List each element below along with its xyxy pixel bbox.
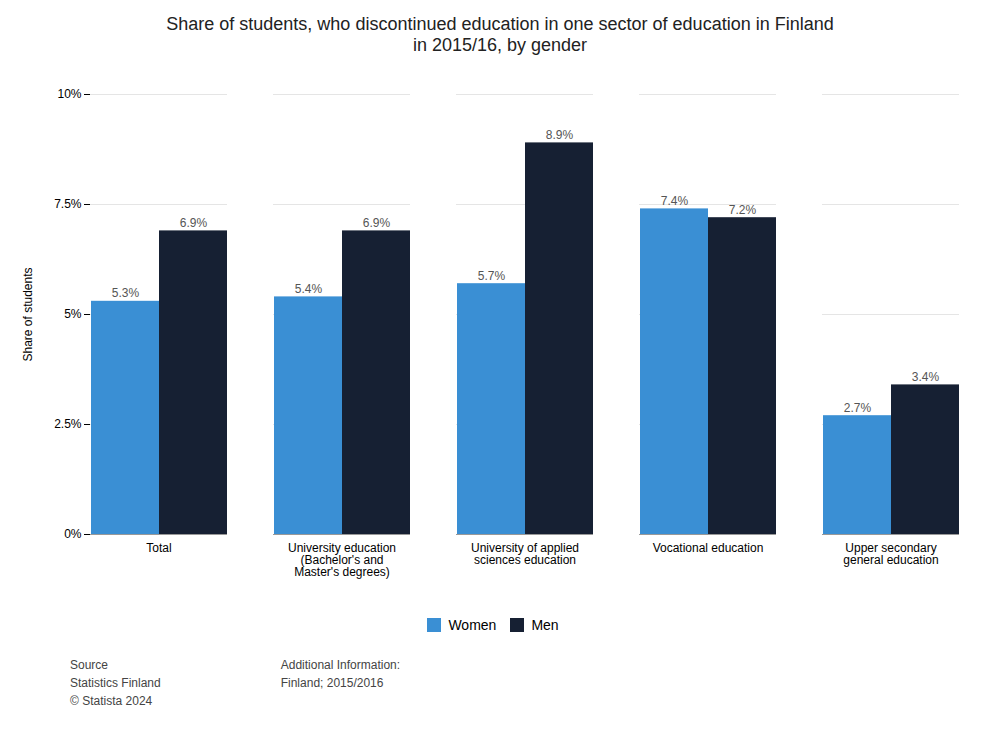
svg-text:Total: Total	[146, 541, 171, 555]
svg-text:6.9%: 6.9%	[180, 216, 208, 230]
html-text:Men: Men	[531, 616, 559, 633]
html-text:Source Statistics Finland © St: Source Statistics Finland © Statista 202…	[70, 658, 161, 708]
html-text:Women: Women	[448, 616, 497, 633]
svg-text:3.4%: 3.4%	[912, 370, 940, 384]
svg-text:2.5%: 2.5%	[54, 417, 82, 431]
svg-text:0%: 0%	[64, 527, 82, 541]
svg-text:2.7%: 2.7%	[844, 401, 872, 415]
svg-text:8.9%: 8.9%	[546, 128, 574, 142]
svg-text:7.5%: 7.5%	[54, 197, 82, 211]
svg-text:5.7%: 5.7%	[478, 269, 506, 283]
svg-text:7.2%: 7.2%	[729, 203, 757, 217]
svg-text:5.4%: 5.4%	[295, 282, 323, 296]
svg-text:Share of students: Share of students	[21, 267, 35, 361]
svg-text:6.9%: 6.9%	[363, 216, 391, 230]
svg-text:10%: 10%	[57, 87, 81, 101]
svg-text:5.3%: 5.3%	[112, 286, 140, 300]
html-text:Additional Information: Finlan: Additional Information: Finland; 2015/20…	[280, 658, 401, 690]
svg-text:Vocational education: Vocational education	[653, 541, 764, 555]
svg-text:5%: 5%	[64, 307, 82, 321]
svg-text:University of appliedsciences: University of appliedsciences education	[471, 541, 579, 567]
svg-text:Upper secondarygeneral educati: Upper secondarygeneral education	[843, 541, 938, 567]
html-text:Share of students, who discont: Share of students, who discontinued educ…	[166, 14, 834, 55]
svg-text:University education(Bachelor': University education(Bachelor's andMaste…	[288, 541, 396, 579]
svg-text:7.4%: 7.4%	[661, 194, 689, 208]
